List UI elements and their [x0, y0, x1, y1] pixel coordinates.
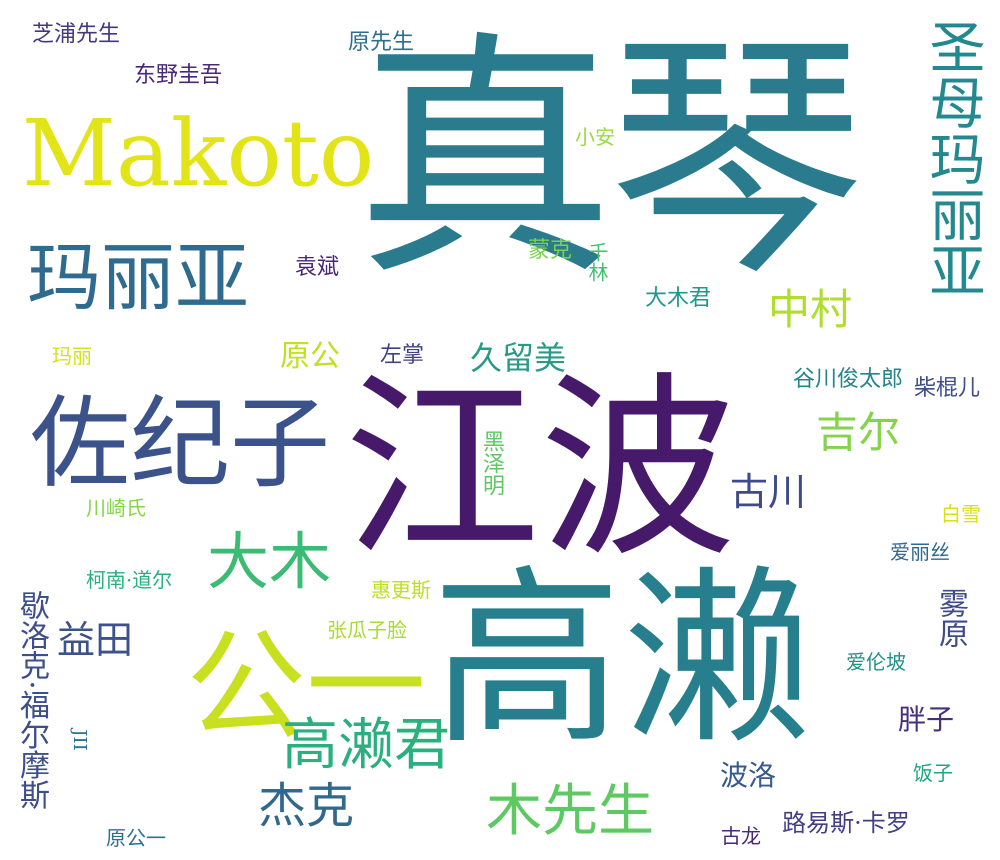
word-zhang-guazilian: 张瓜子脸	[327, 618, 407, 642]
word-ailun-po: 爱伦坡	[846, 650, 906, 674]
word-mengke: 蒙克	[527, 238, 573, 263]
word-wuyuan: 雾原	[933, 588, 968, 648]
word-lewis-carroll: 路易斯·卡罗	[782, 809, 910, 837]
word-yitian: 益田	[56, 618, 134, 662]
word-zhongcun: 中村	[767, 285, 853, 334]
word-chuanqi-shi: 川崎氏	[86, 496, 146, 520]
word-jiangbo: 江波	[343, 356, 737, 584]
word-dongye-guiwu: 东野圭吾	[133, 63, 223, 88]
word-shengmu-maliya: 圣母玛丽亚	[920, 18, 985, 298]
word-heize-ming: 黑泽明	[479, 430, 504, 496]
word-yuangong: 原公	[280, 339, 340, 374]
word-huygens: 惠更斯	[371, 578, 431, 602]
word-qianlin: 千林	[585, 242, 609, 282]
word-gaolai: 高濑	[431, 549, 813, 770]
word-sherlock-holmes: 歇洛克·福尔摩斯	[14, 590, 49, 810]
word-alice: 爱丽丝	[890, 540, 950, 564]
word-chaigun-er: 柴棍儿	[913, 376, 981, 401]
word-yuan-gongyi: 原公一	[106, 826, 166, 850]
word-mu-xiansheng: 木先生	[486, 779, 654, 844]
word-damu-jun: 大木君	[644, 286, 712, 311]
word-gongyi: 公一	[186, 618, 426, 757]
word-guchuan: 古川	[729, 470, 807, 514]
word-jii: JII	[69, 729, 90, 751]
word-jieke: 杰克	[257, 778, 355, 834]
word-zhipu-xiansheng: 芝浦先生	[31, 22, 121, 47]
word-mali: 玛丽	[52, 344, 92, 368]
word-conan-doyle: 柯南·道尔	[85, 568, 173, 592]
word-yuanbin: 袁斌	[294, 255, 340, 280]
word-yuan-xiansheng: 原先生	[347, 30, 415, 55]
word-damu: 大木	[206, 525, 332, 598]
word-sajiko: 佐纪子	[30, 385, 330, 502]
word-gulong: 古龙	[721, 824, 761, 848]
word-makoto-cn: 真琴	[356, 10, 866, 310]
word-jiuliumei: 久留美	[469, 339, 567, 377]
word-boluo: 波洛	[719, 759, 777, 792]
word-jier: 吉尔	[815, 408, 901, 457]
word-guchuan-juntailang: 谷川俊太郎	[792, 367, 904, 392]
word-maliya: 玛丽亚	[27, 235, 249, 321]
word-makoto-en: Makoto	[21, 100, 375, 207]
word-baixue: 白雪	[941, 502, 981, 526]
word-gaolai-jun: 高濑君	[282, 713, 450, 778]
word-fanzi: 饭子	[913, 761, 953, 785]
word-xiaoan: 小安	[575, 125, 615, 149]
word-zuozhang: 左掌	[379, 343, 425, 368]
word-pangzi: 胖子	[897, 703, 955, 736]
